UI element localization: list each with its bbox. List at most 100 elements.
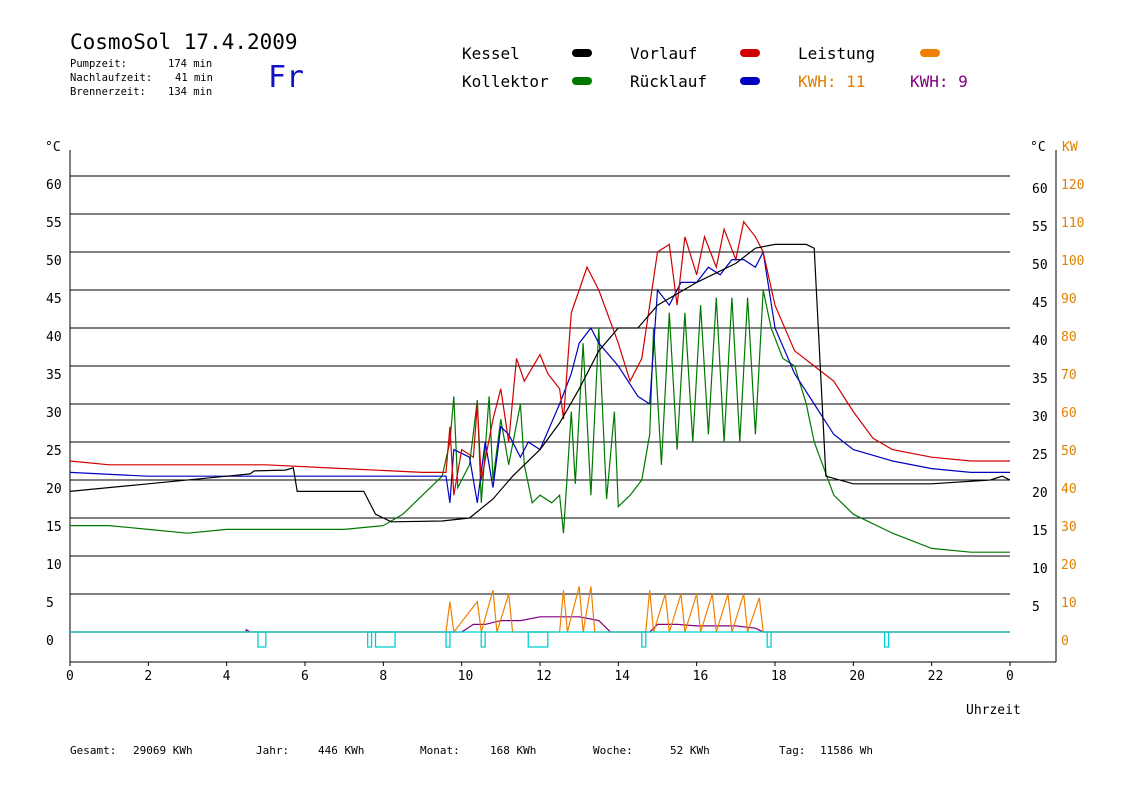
y-tick-label-kw: 40 [1061, 482, 1077, 497]
y-tick-label-kw: 110 [1061, 216, 1084, 231]
y-axis-unit-kw: KW [1062, 140, 1078, 155]
x-tick-label: 0 [1006, 669, 1014, 684]
legend-ruecklauf-swatch [740, 77, 760, 85]
x-tick-label: 0 [66, 669, 74, 684]
series-line-kollektor [70, 289, 1010, 553]
footer-monat-label: Monat: [420, 744, 460, 757]
x-tick-label: 14 [614, 669, 630, 684]
series-line-leistung [70, 586, 1010, 634]
y-tick-label-kw: 120 [1061, 178, 1084, 193]
chart-title: CosmoSol 17.4.2009 [70, 30, 298, 54]
x-tick-label: 4 [223, 669, 231, 684]
legend-leistung-swatch [920, 49, 940, 57]
x-tick-label: 20 [849, 669, 865, 684]
footer-woche-label: Woche: [593, 744, 633, 757]
y-tick-label-left: 50 [46, 254, 62, 269]
legend-ruecklauf: Rücklauf [630, 72, 708, 91]
y-tick-label-right: 15 [1032, 524, 1048, 539]
pump-interval [480, 631, 486, 648]
pump-time-value: 174 min [168, 58, 213, 70]
pump-interval [641, 631, 647, 648]
burner-time-label: Brennerzeit: [70, 86, 146, 98]
y-tick-label-left: 0 [46, 634, 54, 649]
y-tick-label-left: 5 [46, 596, 54, 611]
x-tick-label: 12 [536, 669, 552, 684]
x-tick-label: 18 [771, 669, 787, 684]
footer-gesamt-label: Gesamt: [70, 744, 117, 757]
legend-leistung: Leistung [798, 44, 876, 63]
footer-woche-value: 52 KWh [670, 744, 710, 757]
y-tick-label-right: 45 [1032, 296, 1048, 311]
footer-monat-value: 168 KWh [490, 744, 537, 757]
y-axis-unit-left: °C [45, 140, 61, 155]
pump-interval [257, 631, 267, 648]
y-tick-label-left: 40 [46, 330, 62, 345]
y-tick-label-left: 25 [46, 444, 62, 459]
legend-kwh-2: KWH: 9 [910, 72, 968, 91]
pump-interval [884, 631, 890, 648]
y-tick-label-right: 30 [1032, 410, 1048, 425]
x-axis-label: Uhrzeit [966, 703, 1021, 718]
legend-kollektor: Kollektor [462, 72, 549, 91]
footer-jahr-value: 446 KWh [318, 744, 365, 757]
footer-gesamt-value: 29069 KWh [133, 744, 193, 757]
y-tick-label-kw: 100 [1061, 254, 1084, 269]
afterrun-time-label: Nachlaufzeit: [70, 72, 153, 84]
y-tick-label-left: 45 [46, 292, 62, 307]
pump-time-label: Pumpzeit: [70, 58, 127, 70]
series-line-kessel [69, 243, 1011, 523]
y-tick-label-left: 35 [46, 368, 62, 383]
y-tick-label-kw: 90 [1061, 292, 1077, 307]
y-tick-label-kw: 0 [1061, 634, 1069, 649]
pump-interval [766, 631, 772, 648]
x-tick-label: 22 [928, 669, 944, 684]
series-line-leistung2 [70, 616, 1010, 633]
pump-interval [445, 631, 451, 648]
afterrun-time-value: 41 min [175, 72, 213, 84]
x-tick-label: 10 [458, 669, 474, 684]
x-tick-label: 16 [693, 669, 709, 684]
x-tick-label: 2 [144, 669, 152, 684]
y-tick-label-right: 60 [1032, 182, 1048, 197]
y-tick-label-right: 25 [1032, 448, 1048, 463]
pump-interval [527, 631, 549, 648]
legend-kessel: Kessel [462, 44, 520, 63]
y-tick-label-right: 10 [1032, 562, 1048, 577]
y-tick-label-left: 30 [46, 406, 62, 421]
series-line-vorlauf [69, 220, 1010, 496]
y-tick-label-left: 15 [46, 520, 62, 535]
series-line-ruecklauf [69, 250, 1010, 503]
y-tick-label-kw: 60 [1061, 406, 1077, 421]
footer-tag-label: Tag: [779, 744, 806, 757]
footer-jahr-label: Jahr: [256, 744, 290, 757]
legend-vorlauf: Vorlauf [630, 44, 698, 63]
y-tick-label-left: 60 [46, 178, 62, 193]
y-tick-label-kw: 80 [1061, 330, 1077, 345]
y-tick-label-left: 20 [46, 482, 62, 497]
y-tick-label-kw: 70 [1061, 368, 1077, 383]
y-tick-label-right: 5 [1032, 600, 1040, 615]
footer-tag-value: 11586 Wh [820, 744, 873, 757]
y-tick-label-left: 10 [46, 558, 62, 573]
x-tick-label: 8 [379, 669, 387, 684]
legend-kessel-swatch [572, 49, 592, 57]
x-tick-label: 6 [301, 669, 309, 684]
legend-kollektor-swatch [572, 77, 592, 85]
weekday: Fr [268, 60, 305, 95]
y-tick-label-right: 40 [1032, 334, 1048, 349]
y-tick-label-left: 55 [46, 216, 62, 231]
legend-vorlauf-swatch [740, 49, 760, 57]
y-axis-unit-right: °C [1030, 140, 1046, 155]
pump-interval [374, 631, 396, 648]
y-tick-label-right: 20 [1032, 486, 1048, 501]
y-tick-label-kw: 50 [1061, 444, 1077, 459]
burner-time-value: 134 min [168, 86, 213, 98]
y-tick-label-right: 35 [1032, 372, 1048, 387]
y-tick-label-kw: 30 [1061, 520, 1077, 535]
y-tick-label-right: 55 [1032, 220, 1048, 235]
legend-kwh-1: KWH: 11 [798, 72, 866, 91]
y-tick-label-kw: 10 [1061, 596, 1077, 611]
y-tick-label-right: 50 [1032, 258, 1048, 273]
y-tick-label-kw: 20 [1061, 558, 1077, 573]
